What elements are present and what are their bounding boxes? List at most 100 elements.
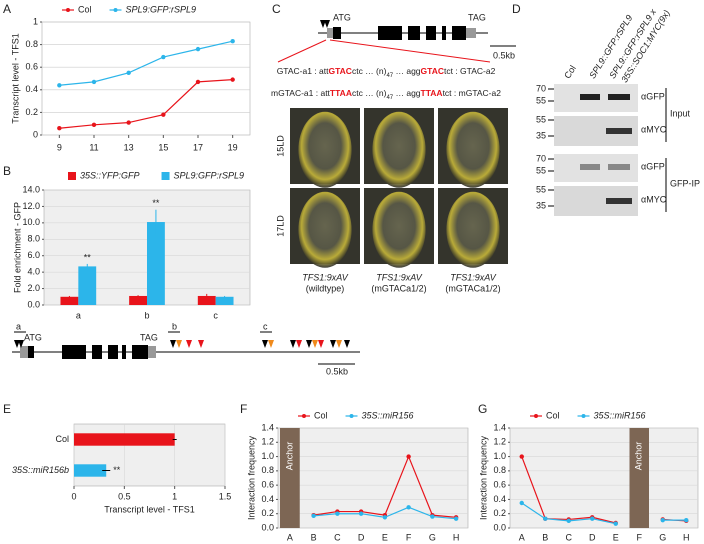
legend-label: SPL9:GFP:rSPL9 [126,4,197,14]
y-tick-label: 1.0 [261,451,274,461]
antibody-label: αMYC [641,124,667,134]
blot-band [580,94,600,100]
y-tick-label: 0.0 [261,522,274,532]
data-point [406,454,411,459]
x-tick-label: C [566,532,573,542]
y-tick-label: 1 [33,16,38,26]
y-axis-label: Interaction frequency [478,435,488,520]
x-tick-label: 9 [57,142,62,152]
data-point [230,77,235,82]
x-tick-label: 17 [193,142,203,152]
legend-label: SPL9:GFP:rSPL9 [174,170,245,180]
y-axis-label: Interaction frequency [246,435,256,520]
y-tick-label: 0.6 [493,480,506,490]
y-tick-label: 0.4 [261,494,274,504]
micrograph-signal [298,191,352,268]
legend-label: 35S::YFP:GFP [80,170,140,180]
x-tick-label: c [213,310,218,320]
blot-band [606,128,632,134]
bar [197,295,216,305]
marker-label: 55 [536,184,546,194]
row-label: 15LD [275,135,285,157]
sequence-part: 47 [386,95,393,101]
x-tick-label: G [659,532,666,542]
sequence-part: … agg [393,66,421,76]
y-tick-label: 0.8 [261,465,274,475]
micrograph-signal [372,111,426,188]
series-line [59,40,233,86]
column-label: (wildtype) [306,283,345,293]
marker-label: 35 [536,130,546,140]
blot-label: GFP-IP [670,178,700,188]
y-tick-label: 1.0 [493,451,506,461]
start-codon: ATG [333,12,351,22]
x-tick-label: H [453,532,460,542]
y-tick-label: 1.4 [493,422,506,432]
sequence-part: ctc … (n) [352,66,387,76]
data-point [684,517,689,523]
y-tick-label: 2.0 [27,283,40,293]
bar [74,464,107,477]
data-point [126,70,131,76]
data-point [566,518,571,524]
sequence-part: TTAA [421,88,443,98]
x-tick-label: F [637,532,643,542]
sequence-part: mGTAC-a1 : att [271,88,331,98]
column-label: (mGTACa1/2) [445,283,500,293]
data-point [335,511,340,516]
y-axis-label: Fold enrichment - GFP [12,202,22,293]
marker-label: 70 [536,83,546,93]
marker-label: 55 [536,114,546,124]
y-tick-label: 0.4 [25,84,38,94]
x-tick-label: 11 [89,142,98,152]
bar [74,433,175,446]
legend-label: Col [78,4,92,14]
legend-label: 35S::miR156 [362,410,414,420]
x-tick-label: E [382,532,388,542]
bar [215,296,234,305]
lane-label: Col [562,64,578,81]
marker-label: 55 [536,95,546,105]
sequence: mGTAC-a1 : attTTAActc … (n)47 … aggTTAAt… [271,88,501,100]
data-point [161,54,166,60]
y-tick-label: 0.6 [25,62,38,72]
data-point [613,521,618,526]
data-point [126,120,131,125]
x-tick-label: 13 [124,142,134,152]
data-point [57,126,62,131]
sequence: GTAC-a1 : attGTACctc … (n)47 … aggGTACtc… [277,66,496,78]
site-label: b [172,321,177,331]
significance: ** [113,465,121,475]
legend-dot [534,414,538,418]
x-tick-label: C [334,532,341,542]
x-tick-label: E [613,532,619,542]
x-tick-label: 15 [158,142,168,152]
y-tick-label: 6.0 [27,250,40,260]
gene-diagram: a b c ATG TAG 0.5kb [12,321,360,376]
column-label: TFS1:9xAV [302,272,349,282]
site-label: c [263,321,268,331]
sequence-part: ctc … (n) [352,88,387,98]
micrograph-signal [372,191,426,268]
x-tick-label: b [144,310,149,320]
y-tick-label: 0.4 [493,494,506,504]
panel-letter: A [3,2,11,16]
construct-diagram: ATG TAG 0.5kb [277,12,516,63]
plot-background [277,427,469,529]
legend-dot [113,8,118,12]
x-tick-label: 0.5 [118,491,131,501]
bar [147,222,165,305]
data-point [382,515,388,520]
blot-band [608,164,630,170]
legend-dot [349,414,354,418]
x-tick-label: A [287,532,293,542]
legend-dot [581,414,586,418]
legend-dot [66,8,70,12]
y-tick-label: 0.0 [493,522,506,532]
anchor-label: Anchor [284,442,294,471]
data-point [195,46,201,52]
data-point [406,505,411,510]
y-tick-label: 0 [33,129,38,139]
panel-letter: D [512,2,521,16]
y-tick-label: 0.6 [261,480,274,490]
